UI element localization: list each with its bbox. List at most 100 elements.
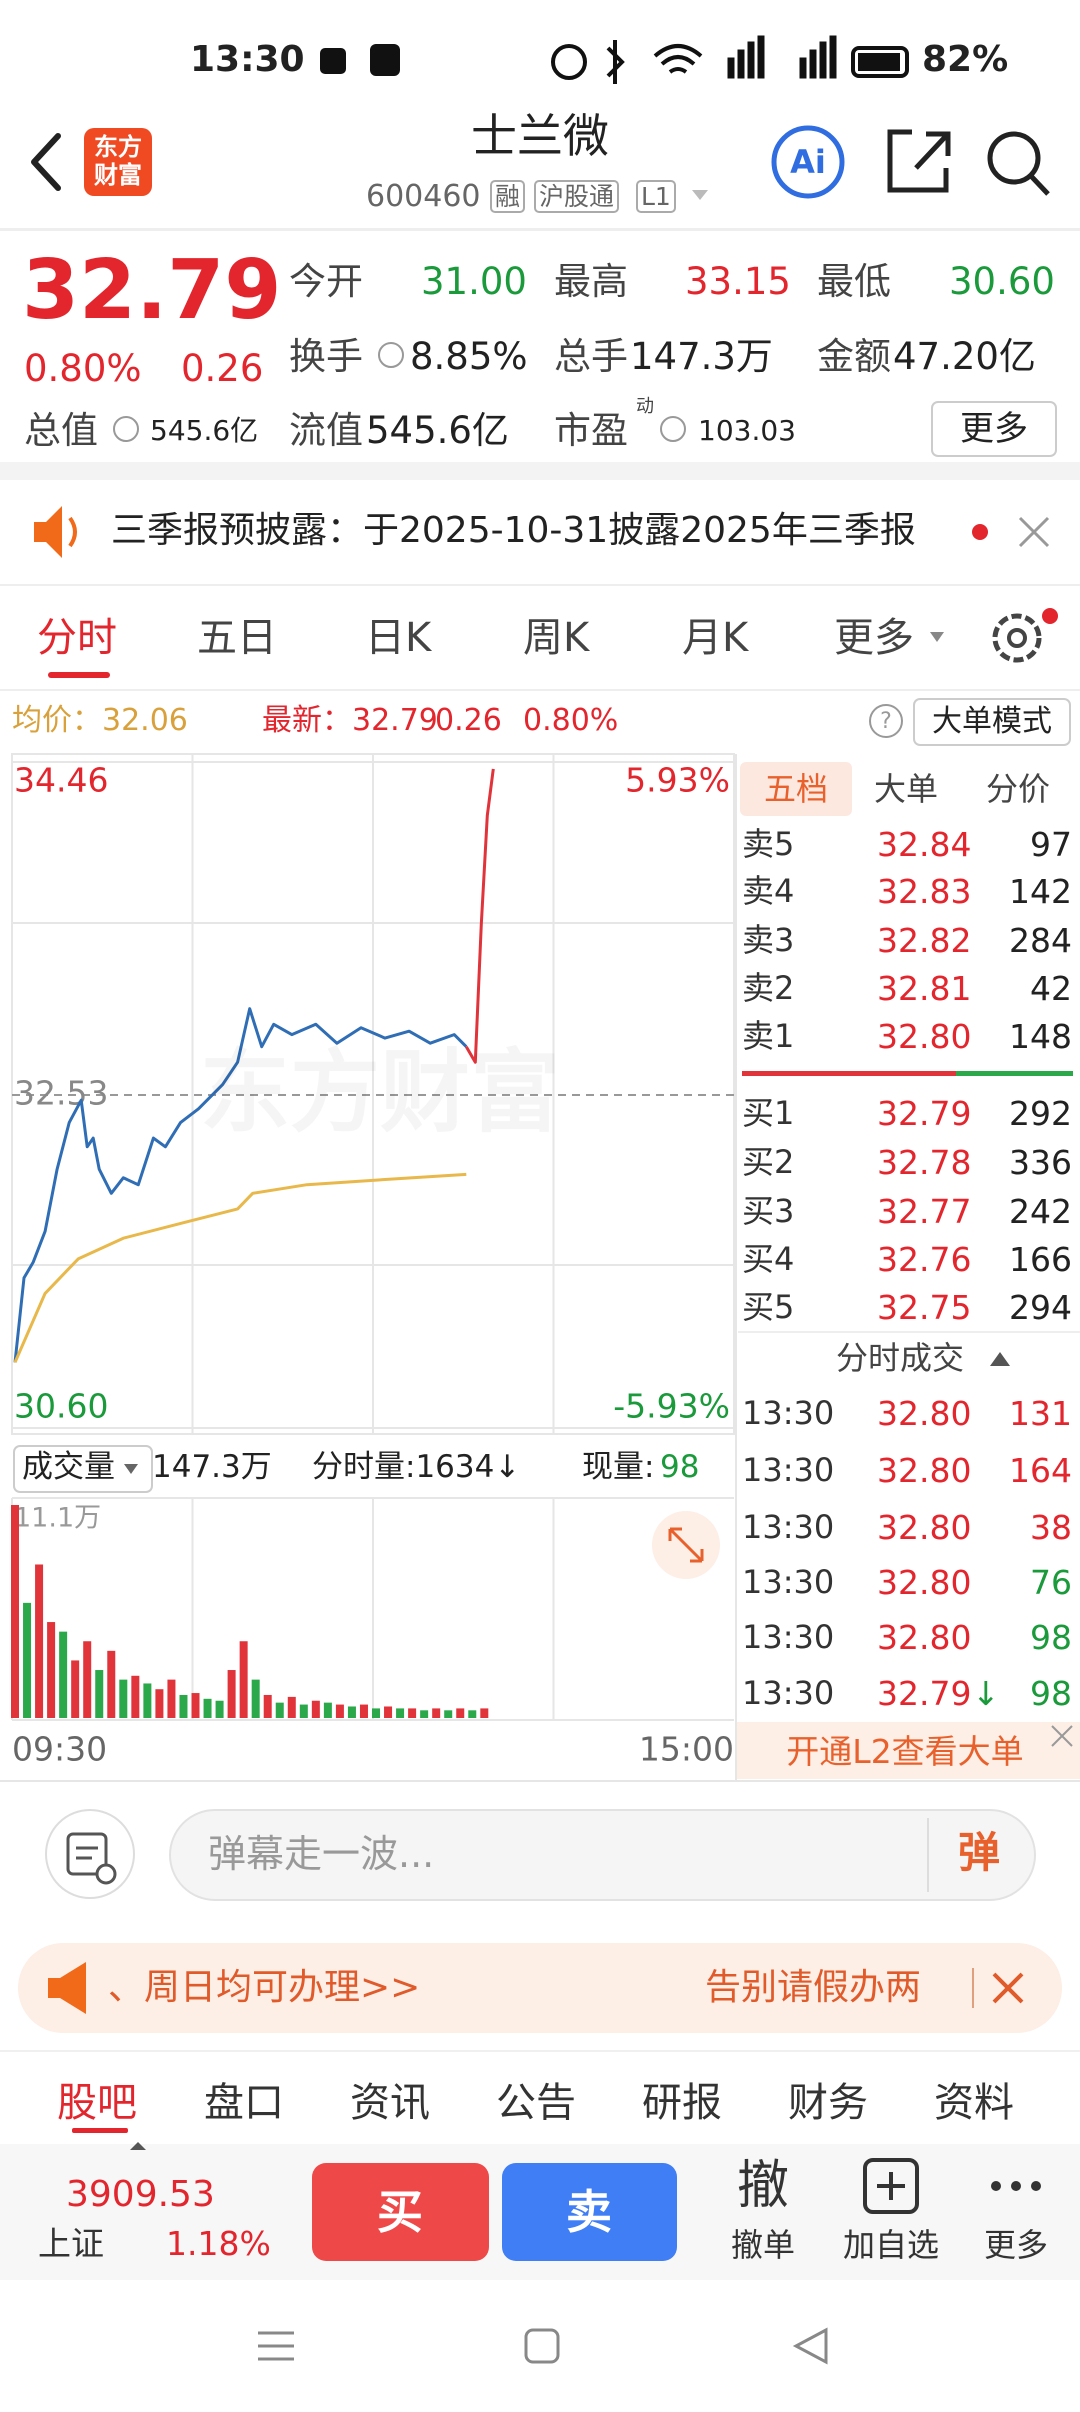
book-qty: 336 (1009, 1143, 1072, 1182)
promo-bar[interactable] (18, 1943, 1062, 2033)
bottom-tab[interactable]: 研报 (642, 2080, 722, 2126)
volume-selector-label[interactable]: 成交量 (22, 1449, 115, 1485)
more-label[interactable]: 更多 (983, 2226, 1049, 2264)
x-tick-label: 15:00 (639, 1730, 734, 1769)
stat-label: 最高 (554, 260, 628, 303)
send-button[interactable]: 弹 (958, 1828, 1001, 1877)
volume-bar (83, 1641, 92, 1718)
bottom-tab[interactable]: 资讯 (350, 2080, 430, 2126)
trade-time: 13:30 (742, 1394, 835, 1432)
volume-bar (179, 1694, 188, 1718)
cancel-label[interactable]: 撤单 (730, 2226, 796, 2264)
book-qty: 284 (1009, 921, 1072, 960)
close-icon[interactable] (1018, 516, 1050, 548)
volume-bar (347, 1706, 356, 1718)
comment-icon[interactable] (45, 1809, 135, 1899)
search-icon[interactable] (987, 131, 1050, 196)
period-tab[interactable]: 周K (523, 615, 590, 661)
book-label: 卖4 (742, 872, 795, 910)
logo-text: 财富 (94, 161, 142, 189)
book-label: 卖2 (742, 969, 795, 1007)
volume-bar (35, 1564, 44, 1718)
price-line (13, 1172, 467, 1363)
index-name[interactable]: 上证 (38, 2224, 104, 2263)
volume-bar (239, 1641, 248, 1718)
index-value[interactable]: 3909.53 (66, 2174, 215, 2215)
bottom-tab[interactable]: 公告 (496, 2080, 576, 2126)
buy-label[interactable]: 买 (377, 2185, 423, 2239)
collapse-icon[interactable] (990, 1352, 1010, 1366)
dropdown-icon[interactable] (930, 632, 944, 642)
volume-selector[interactable] (13, 1445, 153, 1493)
period-tab[interactable]: 日K (365, 615, 432, 661)
volume-bar (287, 1696, 296, 1718)
l2-banner[interactable] (737, 1722, 1080, 1779)
more-button-label[interactable]: 更多 (960, 409, 1028, 449)
status-icons (320, 35, 909, 84)
y-tick-label: 30.60 (14, 1387, 108, 1426)
expand-icon[interactable] (652, 1511, 720, 1579)
l2-banner-text[interactable]: 开通L2查看大单 (786, 1732, 1024, 1771)
logo[interactable] (84, 128, 152, 196)
trade-time: 13:30 (742, 1451, 835, 1489)
trade-price: 32.80 (877, 1618, 972, 1657)
more-icon[interactable] (991, 2181, 1041, 2191)
volume-bar (263, 1694, 272, 1718)
book-tab[interactable]: 五档 (763, 770, 829, 808)
current-volume-label: 现量: (582, 1449, 655, 1485)
period-tab[interactable]: 更多 (834, 615, 914, 661)
nav-bar[interactable] (258, 2327, 828, 2365)
stat-value: 47.20亿 (893, 335, 1036, 378)
cancel-icon[interactable]: 撤 (736, 2156, 790, 2216)
trade-price: 32.80 (877, 1451, 972, 1490)
sell-label[interactable]: 卖 (566, 2185, 612, 2239)
volume-bar (396, 1708, 405, 1718)
promo-text[interactable]: 告别请假办两 (705, 1967, 922, 2008)
comment-input[interactable] (169, 1809, 1036, 1901)
share-icon[interactable] (887, 129, 951, 193)
settings-icon[interactable] (992, 608, 1058, 663)
promo-text[interactable]: 、周日均可办理>> (108, 1967, 421, 2008)
trade-time: 13:30 (742, 1674, 835, 1712)
volume-bar (384, 1706, 393, 1718)
help-icon[interactable]: ? (869, 704, 903, 738)
expand-icon[interactable] (130, 2142, 146, 2150)
watch-icon[interactable] (863, 2158, 919, 2214)
book-tab[interactable]: 分价 (985, 770, 1051, 808)
volume-bar (468, 1710, 477, 1718)
watch-label[interactable]: 加自选 (842, 2226, 940, 2264)
stat-value: 30.60 (949, 260, 1055, 303)
dropdown-icon[interactable] (124, 1464, 138, 1474)
bottom-tab[interactable]: 资料 (934, 2080, 1014, 2126)
period-tab[interactable]: 五日 (197, 615, 277, 661)
sell-button[interactable] (502, 2163, 677, 2261)
book-qty: 148 (1009, 1017, 1072, 1056)
period-tab[interactable]: 月K (682, 615, 749, 661)
book-price: 32.79 (877, 1094, 972, 1133)
avg-label: 均价： (12, 703, 102, 738)
buy-button[interactable] (312, 2163, 489, 2261)
more-button[interactable] (931, 401, 1057, 457)
bottom-tab[interactable]: 盘口 (204, 2080, 284, 2126)
close-icon[interactable] (992, 1972, 1024, 2004)
period-tab[interactable]: 分时 (37, 615, 117, 661)
trades-title[interactable]: 分时成交 (836, 1339, 965, 1377)
comment-placeholder[interactable]: 弹幕走一波... (208, 1832, 435, 1876)
volume-bar (107, 1650, 116, 1718)
bottom-tab[interactable]: 股吧 (57, 2080, 137, 2126)
ai-icon[interactable]: Ai (771, 125, 845, 199)
close-icon[interactable] (1051, 1725, 1073, 1747)
volume-bar (251, 1679, 260, 1718)
notice-text[interactable]: 三季报预披露：于2025-10-31披露2025年三季报 (111, 510, 916, 551)
dropdown-icon[interactable] (692, 190, 708, 200)
mode-button[interactable] (913, 698, 1071, 746)
index-change[interactable]: 1.18% (166, 2224, 271, 2263)
back-icon[interactable] (31, 133, 61, 191)
mode-button-label[interactable]: 大单模式 (932, 704, 1052, 739)
book-label: 买3 (742, 1192, 795, 1230)
bottom-tab[interactable]: 财务 (788, 2080, 868, 2126)
stock-code: 600460 (366, 179, 481, 214)
book-tab[interactable]: 大单 (873, 770, 939, 808)
volume-bar (119, 1679, 128, 1718)
y-tick-label: 11.1万 (14, 1503, 101, 1534)
